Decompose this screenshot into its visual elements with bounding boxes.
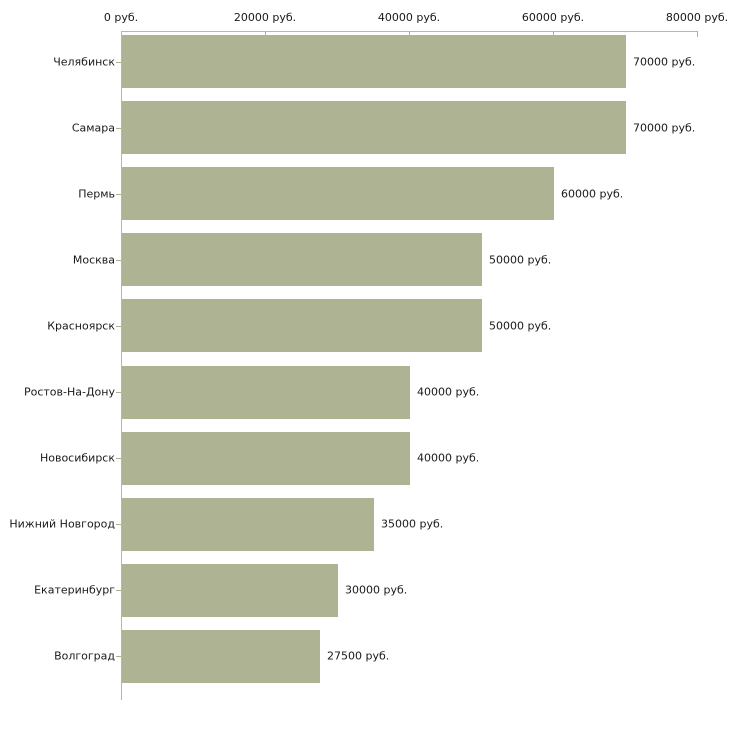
bar[interactable] bbox=[122, 431, 410, 485]
y-axis-tick bbox=[116, 127, 121, 129]
y-axis-line bbox=[121, 31, 122, 700]
bar-value-label: 50000 руб. bbox=[489, 319, 552, 333]
bar-value-label: 35000 руб. bbox=[381, 517, 444, 531]
bar-value-label: 50000 руб. bbox=[489, 253, 552, 267]
bar[interactable] bbox=[122, 365, 410, 419]
y-axis-tick bbox=[116, 524, 121, 526]
y-axis-tick bbox=[116, 458, 121, 460]
x-axis-tick bbox=[409, 31, 410, 37]
category-label: Екатеринбург bbox=[34, 583, 115, 597]
category-label: Нижний Новгород bbox=[9, 517, 115, 531]
y-axis-tick bbox=[116, 61, 121, 63]
x-axis-tick-label: 60000 руб. bbox=[521, 11, 585, 24]
y-axis-tick bbox=[116, 392, 121, 393]
bar-value-label: 27500 руб. bbox=[327, 649, 390, 663]
bar-value-label: 70000 руб. bbox=[633, 55, 696, 68]
y-axis-tick bbox=[116, 259, 121, 261]
category-label: Москва bbox=[72, 253, 115, 267]
category-label: Челябинск bbox=[53, 55, 115, 68]
bar-value-label: 60000 руб. bbox=[561, 187, 624, 201]
bar[interactable] bbox=[122, 233, 482, 287]
category-label: Ростов-На-Дону bbox=[23, 385, 115, 399]
bar[interactable] bbox=[122, 167, 554, 221]
bar[interactable] bbox=[122, 101, 626, 155]
category-label: Пермь bbox=[78, 187, 115, 201]
bar[interactable] bbox=[122, 497, 374, 551]
bar-value-label: 30000 руб. bbox=[345, 583, 408, 597]
y-axis-tick bbox=[116, 656, 121, 658]
bar-value-label: 40000 руб. bbox=[417, 385, 480, 399]
x-axis-tick bbox=[553, 31, 554, 37]
bar[interactable] bbox=[122, 35, 626, 88]
category-label: Новосибирск bbox=[39, 451, 115, 465]
bar-value-label: 70000 руб. bbox=[633, 121, 696, 135]
x-axis-tick bbox=[265, 31, 266, 37]
x-axis-tick-label: 20000 руб. bbox=[233, 11, 297, 24]
bar-value-label: 40000 руб. bbox=[417, 451, 480, 465]
x-axis-tick bbox=[697, 31, 698, 37]
x-axis-tick-label: 0 руб. bbox=[103, 11, 139, 24]
category-label: Самара bbox=[71, 121, 115, 135]
bar[interactable] bbox=[122, 629, 320, 683]
y-axis-tick bbox=[116, 590, 121, 592]
x-axis-tick-label: 80000 руб. bbox=[665, 11, 729, 24]
category-label: Красноярск bbox=[47, 319, 115, 333]
y-axis-tick bbox=[116, 193, 121, 195]
y-axis-tick bbox=[116, 325, 121, 327]
bar[interactable] bbox=[122, 563, 338, 617]
x-axis-tick-label: 40000 руб. bbox=[377, 11, 441, 24]
category-label: Волгоград bbox=[54, 649, 115, 663]
bar[interactable] bbox=[122, 299, 482, 353]
